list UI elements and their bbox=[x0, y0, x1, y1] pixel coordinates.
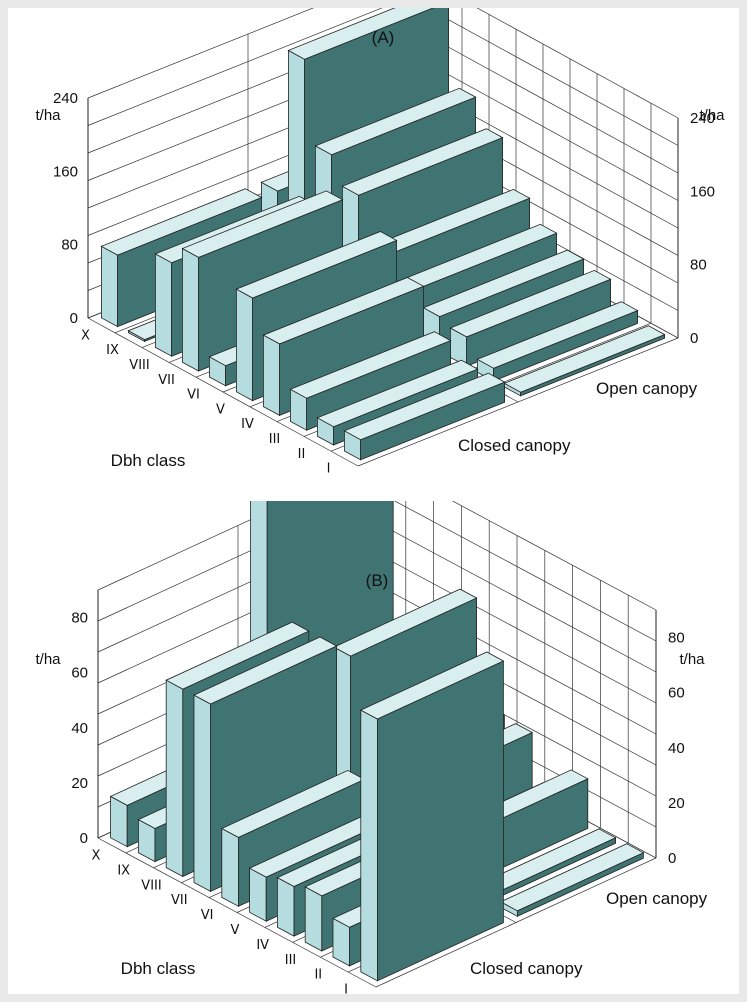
z-unit-right: t/ha bbox=[699, 107, 725, 124]
z-tick-right: 240 bbox=[690, 110, 715, 127]
dbh-tick-VII: VII bbox=[171, 893, 188, 908]
z-tick-left: 60 bbox=[71, 665, 88, 682]
dbh-tick-X: X bbox=[91, 848, 100, 863]
z-tick-left: 40 bbox=[71, 720, 88, 737]
z-tick-left: 80 bbox=[61, 237, 78, 254]
dbh-tick-II: II bbox=[298, 447, 306, 462]
z-tick-right: 20 bbox=[668, 795, 685, 812]
floor-gridline bbox=[97, 837, 377, 988]
b-bar-closed-VI-top bbox=[220, 769, 366, 838]
a-bar-closed-VII-side bbox=[181, 247, 200, 372]
series-label-closed: Closed canopy bbox=[458, 436, 571, 455]
z-tick-left: 80 bbox=[71, 610, 88, 627]
chart-title: (A) bbox=[372, 28, 395, 47]
series-label-open: Open canopy bbox=[596, 379, 698, 398]
chart-a: (A)t/ha t/ha008080160160240240IIIIIIIVVVI… bbox=[35, 8, 725, 477]
gridline-horizontal bbox=[87, 8, 679, 119]
b-bar-closed-VI-side bbox=[221, 827, 239, 907]
z-unit-left: t/ha bbox=[35, 651, 61, 668]
z-tick-left: 0 bbox=[80, 830, 88, 847]
b-bar-closed-I-top bbox=[359, 651, 505, 720]
dbh-tick-VI: VI bbox=[187, 388, 200, 403]
dbh-tick-III: III bbox=[285, 953, 297, 968]
dbh-tick-X: X bbox=[81, 328, 90, 343]
a-bar-closed-IV-side bbox=[262, 334, 281, 417]
b-bar-open-VII-top bbox=[333, 588, 478, 657]
dbh-tick-III: III bbox=[269, 432, 281, 447]
gridline-horizontal bbox=[97, 501, 657, 642]
a-bar-closed-II-top bbox=[316, 359, 479, 428]
b-bar-closed-VIII-top bbox=[165, 621, 310, 690]
dbh-tick-IV: IV bbox=[256, 938, 269, 953]
figure: (A) t/ha t/ha 0 0 80 80 160 160 240 240 I II III IV V VI… bbox=[8, 8, 739, 994]
a-bar-closed-X-top bbox=[100, 188, 263, 256]
dbh-tick-IX: IX bbox=[117, 863, 130, 878]
b-bar-closed-VIII-side bbox=[165, 679, 184, 878]
series-label-open: Open canopy bbox=[606, 889, 708, 908]
dbh-tick-VI: VI bbox=[201, 908, 214, 923]
floor-gridline bbox=[87, 317, 359, 467]
b-bar-closed-III-side bbox=[304, 886, 323, 952]
series-label-closed: Closed canopy bbox=[470, 959, 583, 978]
gridline-horizontal bbox=[97, 501, 657, 611]
a-bar-open-IV-top bbox=[422, 249, 585, 318]
dbh-tick-I: I bbox=[327, 462, 331, 477]
z-tick-right: 80 bbox=[668, 630, 685, 647]
z-unit-left: t/ha bbox=[35, 107, 61, 124]
a-bar-closed-IV-top bbox=[262, 277, 425, 345]
x-axis-label: Dbh class bbox=[111, 451, 186, 470]
z-tick-left: 0 bbox=[70, 310, 78, 327]
a-bar-closed-I-top bbox=[343, 372, 506, 441]
dbh-tick-V: V bbox=[230, 923, 239, 938]
z-tick-left: 20 bbox=[71, 775, 88, 792]
dbh-tick-VIII: VIII bbox=[141, 878, 161, 893]
a-bar-closed-VII-top bbox=[181, 190, 344, 258]
dbh-tick-II: II bbox=[314, 968, 322, 983]
a-bar-closed-V-top bbox=[235, 231, 398, 299]
z-tick-right: 0 bbox=[690, 330, 698, 347]
b-bar-open-I-top bbox=[499, 843, 645, 912]
dbh-tick-VII: VII bbox=[158, 373, 175, 388]
x-axis-label: Dbh class bbox=[121, 959, 196, 978]
z-unit-right: t/ha bbox=[679, 651, 705, 668]
a-bar-closed-X-side bbox=[101, 245, 118, 328]
dbh-tick-I: I bbox=[344, 983, 348, 994]
z-tick-right: 60 bbox=[668, 685, 685, 702]
b-bar-closed-IV-side bbox=[276, 876, 295, 937]
z-tick-right: 40 bbox=[668, 740, 685, 757]
a-bar-closed-V-side bbox=[235, 288, 254, 402]
gridline-horizontal bbox=[87, 8, 679, 146]
b-bar-closed-VII-side bbox=[193, 694, 212, 893]
dbh-tick-IX: IX bbox=[106, 343, 119, 358]
dbh-tick-IV: IV bbox=[241, 417, 254, 432]
z-tick-left: 240 bbox=[53, 90, 78, 107]
chart-title: (B) bbox=[366, 571, 389, 590]
dbh-tick-V: V bbox=[216, 402, 225, 417]
chart-b: (B)t/ha t/ha002020404060608080IIIIIIIVVVI… bbox=[35, 501, 708, 994]
dbh-tick-VIII: VIII bbox=[129, 358, 149, 373]
z-tick-left: 160 bbox=[53, 163, 78, 180]
a-bar-open-II-top bbox=[476, 301, 639, 369]
a-bar-open-I-top bbox=[503, 325, 666, 393]
b-bar-closed-I-side bbox=[360, 709, 378, 982]
a-bar-open-III-top bbox=[449, 269, 612, 338]
a-bar-open-VIII-top bbox=[314, 87, 477, 156]
b-bar-closed-VII-top bbox=[193, 636, 338, 705]
a-bar-open-IX-top bbox=[287, 8, 434, 60]
a-bar-closed-VIII-side bbox=[154, 253, 173, 357]
a-bar-open-VII-top bbox=[341, 128, 504, 196]
z-tick-right: 0 bbox=[668, 850, 676, 867]
z-tick-right: 80 bbox=[690, 257, 707, 274]
z-tick-right: 160 bbox=[690, 183, 715, 200]
a-bar-closed-III-top bbox=[289, 331, 452, 399]
